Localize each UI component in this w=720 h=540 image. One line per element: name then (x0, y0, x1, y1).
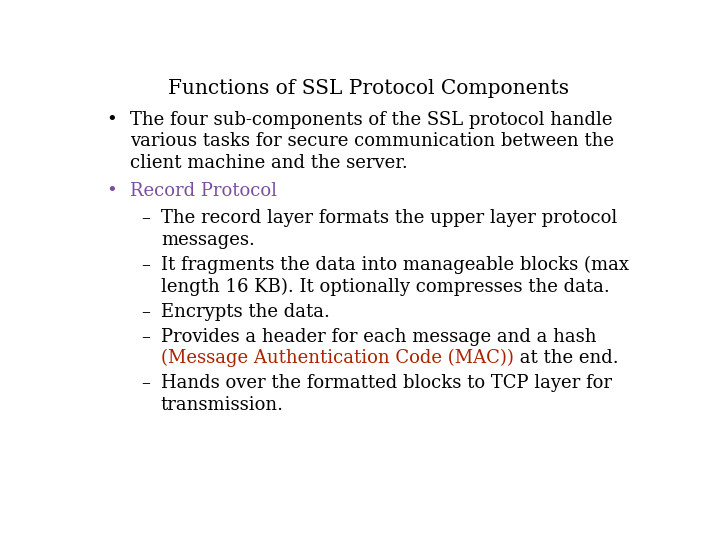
Text: Record Protocol: Record Protocol (130, 182, 277, 200)
Text: –: – (141, 256, 150, 274)
Text: messages.: messages. (161, 231, 255, 249)
Text: client machine and the server.: client machine and the server. (130, 154, 408, 172)
Text: –: – (141, 328, 150, 346)
Text: The four sub-components of the SSL protocol handle: The four sub-components of the SSL proto… (130, 111, 613, 129)
Text: –: – (141, 210, 150, 227)
Text: Functions of SSL Protocol Components: Functions of SSL Protocol Components (168, 79, 570, 98)
Text: –: – (141, 374, 150, 392)
Text: (Message Authentication Code (MAC)): (Message Authentication Code (MAC)) (161, 349, 514, 367)
Text: Encrypts the data.: Encrypts the data. (161, 302, 330, 321)
Text: Hands over the formatted blocks to TCP layer for: Hands over the formatted blocks to TCP l… (161, 374, 612, 392)
Text: The record layer formats the upper layer protocol: The record layer formats the upper layer… (161, 210, 617, 227)
Text: •: • (107, 182, 117, 200)
Text: Provides a header for each message and a hash: Provides a header for each message and a… (161, 328, 596, 346)
Text: various tasks for secure communication between the: various tasks for secure communication b… (130, 132, 614, 150)
Text: at the end.: at the end. (514, 349, 618, 367)
Text: It fragments the data into manageable blocks (max: It fragments the data into manageable bl… (161, 256, 629, 274)
Text: •: • (107, 111, 117, 129)
Text: –: – (141, 302, 150, 321)
Text: transmission.: transmission. (161, 396, 284, 414)
Text: length 16 KB). It optionally compresses the data.: length 16 KB). It optionally compresses … (161, 278, 610, 296)
